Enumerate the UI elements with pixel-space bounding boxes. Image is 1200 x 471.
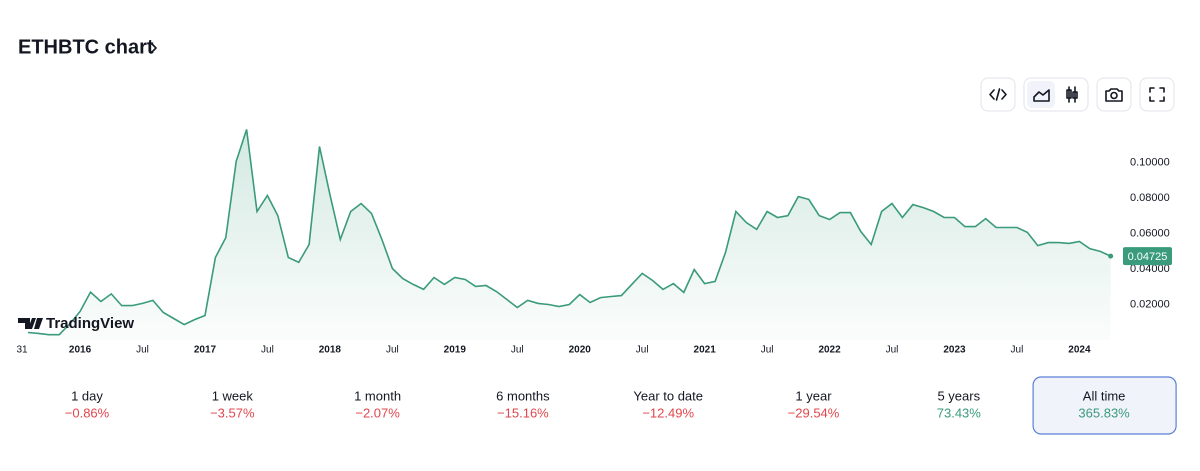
- period-label: 6 months: [496, 388, 550, 403]
- toolbar: [980, 77, 1175, 112]
- x-tick-label: Jul: [886, 345, 899, 356]
- x-tick-label: 31: [16, 345, 28, 356]
- title-chevron[interactable]: [150, 42, 157, 54]
- x-tick-label: Jul: [386, 345, 399, 356]
- y-tick-label: 0.08000: [1130, 192, 1170, 204]
- logo-mark: [18, 318, 43, 329]
- x-tick-label: 2017: [194, 345, 217, 356]
- period-change: −3.57%: [210, 405, 255, 420]
- period-change: −0.86%: [65, 405, 110, 420]
- x-tick-label: 2016: [69, 345, 92, 356]
- period-change: −15.16%: [497, 405, 549, 420]
- x-tick-label: Jul: [1011, 345, 1024, 356]
- x-tick-label: Jul: [136, 345, 149, 356]
- period-label: 1 year: [795, 388, 832, 403]
- camera-icon: [1105, 88, 1123, 102]
- y-tick-label: 0.02000: [1130, 298, 1170, 310]
- period-change: −12.49%: [642, 405, 694, 420]
- period-tab: 1 day −0.86%: [65, 388, 110, 420]
- period-change: −2.07%: [355, 405, 400, 420]
- page-title: ETHBTC chart: [18, 36, 154, 58]
- period-change: 365.83%: [1078, 405, 1130, 420]
- period-change: 73.43%: [937, 405, 982, 420]
- period-tab: 1 week −3.57%: [210, 388, 255, 420]
- fullscreen-icon: [1149, 87, 1165, 102]
- period-tab: 1 year −29.54%: [788, 388, 840, 420]
- last-price-box: [1123, 247, 1172, 266]
- period-label: 5 years: [937, 388, 980, 403]
- period-label: All time: [1083, 388, 1126, 403]
- area-fill: [28, 129, 1111, 340]
- period-label: 1 month: [354, 388, 401, 403]
- last-point: [1108, 253, 1114, 259]
- x-tick-label: Jul: [761, 345, 774, 356]
- active-tab-bg: [1032, 376, 1177, 435]
- y-tick-label: 0.04000: [1130, 263, 1170, 275]
- price-line: [27, 129, 1111, 336]
- period-change: −29.54%: [788, 405, 840, 420]
- period-tab: All time 365.83%: [1032, 376, 1177, 435]
- candle-icon: [1066, 86, 1078, 103]
- camera-lens: [1110, 91, 1118, 100]
- y-tick-label: 0.06000: [1130, 227, 1170, 239]
- x-tick-label: 2024: [1068, 345, 1091, 356]
- x-tick-label: 2018: [319, 345, 342, 356]
- embed-icon: [989, 88, 1007, 101]
- last-price-label: 0.04725: [1128, 251, 1168, 263]
- fullscreen-button[interactable]: [1139, 77, 1175, 112]
- x-tick-label: Jul: [511, 345, 524, 356]
- screenshot-button[interactable]: [1096, 77, 1132, 112]
- x-tick-label: 2023: [943, 345, 966, 356]
- y-tick-label: 0.10000: [1130, 156, 1170, 168]
- tradingview-logo: TradingView: [18, 315, 134, 332]
- period-tab: Year to date −12.49%: [633, 388, 703, 420]
- x-tick-label: 2020: [569, 345, 592, 356]
- period-label: Year to date: [633, 388, 703, 403]
- x-tick-label: Jul: [261, 345, 274, 356]
- x-tick-label: Jul: [636, 345, 649, 356]
- period-label: 1 day: [71, 388, 103, 403]
- x-tick-label: 2021: [694, 345, 717, 356]
- area-type-button[interactable]: [1027, 81, 1055, 108]
- x-tick-label: 2019: [444, 345, 467, 356]
- period-label: 1 week: [212, 388, 254, 403]
- x-tick-label: 2022: [818, 345, 841, 356]
- period-tab: 5 years 73.43%: [937, 388, 982, 420]
- logo-text: TradingView: [46, 315, 134, 332]
- period-tab: 1 month −2.07%: [354, 388, 401, 420]
- period-tab: 6 months −15.16%: [496, 388, 550, 420]
- area-icon: [1033, 89, 1050, 102]
